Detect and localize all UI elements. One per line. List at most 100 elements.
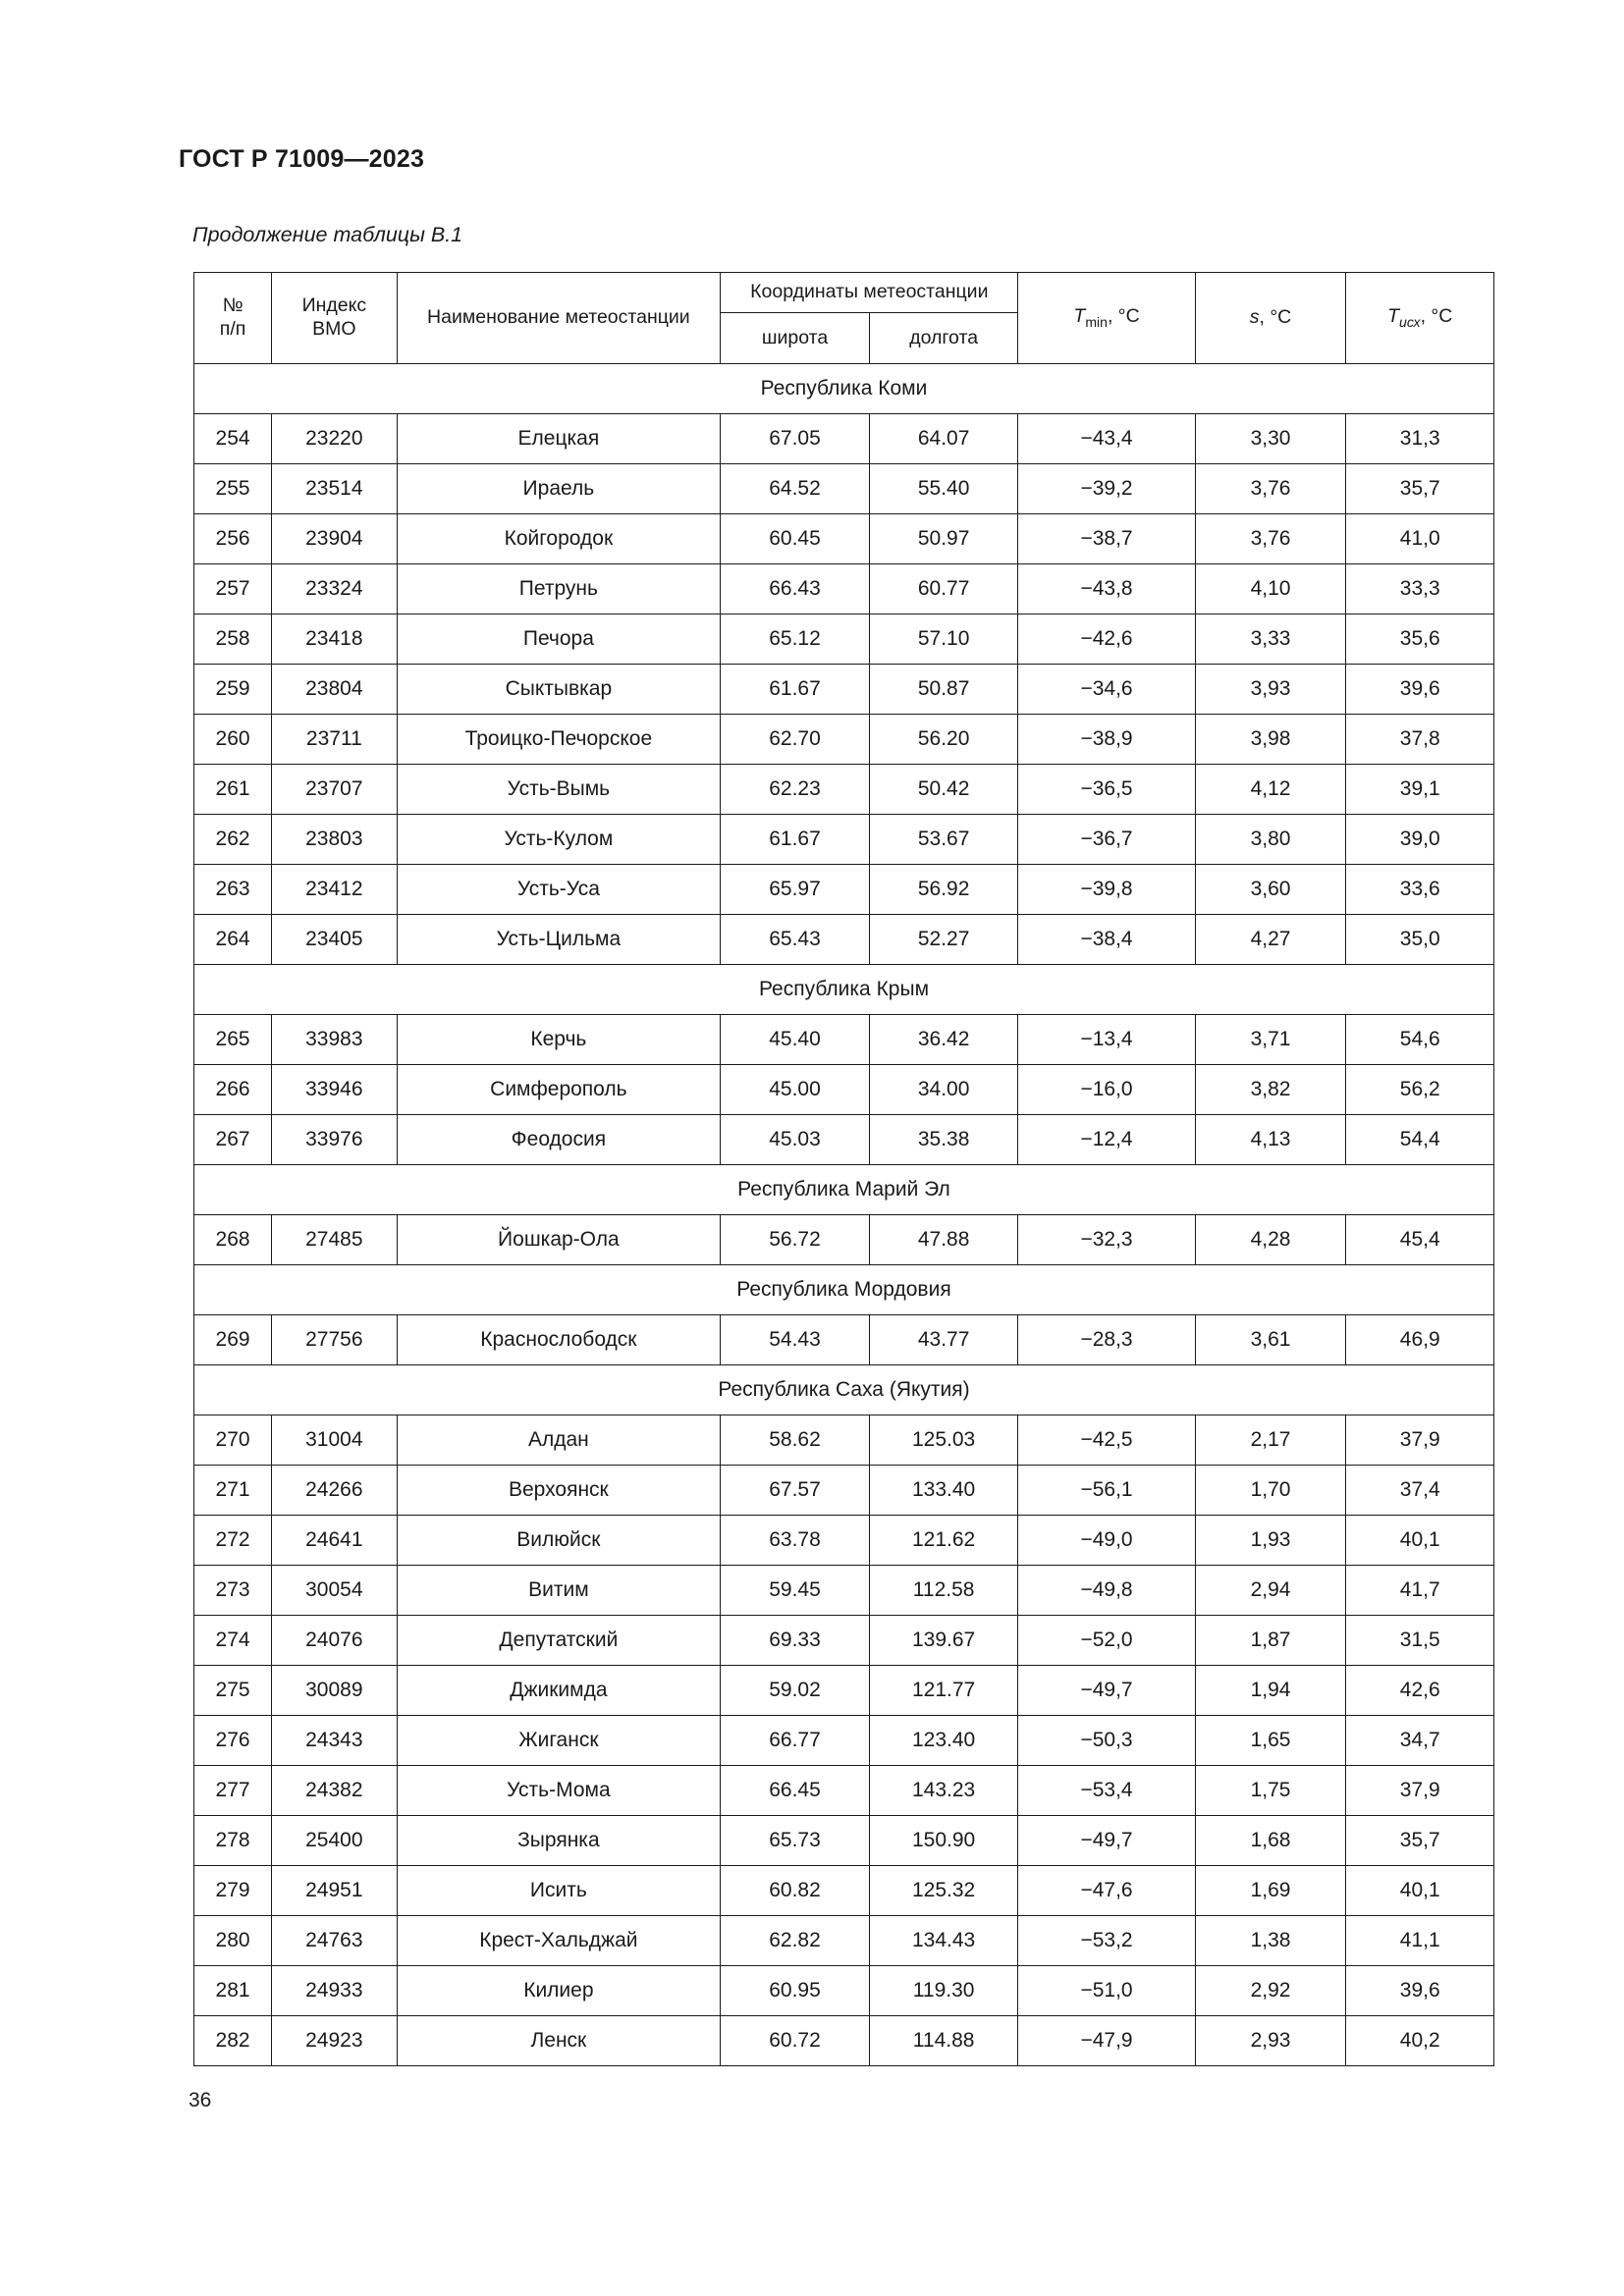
cell-longitude: 150.90 bbox=[868, 1815, 1019, 1866]
column-header-tish: Tисх, °C bbox=[1345, 272, 1494, 364]
cell-number: 261 bbox=[192, 764, 273, 815]
cell-s: 4,27 bbox=[1194, 914, 1347, 965]
cell-latitude: 64.52 bbox=[720, 463, 870, 514]
cell-station-name: Усть-Уса bbox=[396, 864, 722, 915]
cell-station-name: Усть-Кулом bbox=[396, 814, 722, 865]
cell-station-name: Феодосия bbox=[396, 1114, 722, 1165]
region-label: Республика Крым bbox=[193, 964, 1494, 1015]
cell-station-name: Жиганск bbox=[396, 1715, 722, 1766]
column-header-latitude: широта bbox=[720, 312, 870, 364]
cell-tmin: −16,0 bbox=[1017, 1064, 1196, 1115]
cell-number: 270 bbox=[192, 1415, 273, 1466]
cell-number: 275 bbox=[192, 1665, 273, 1716]
cell-latitude: 45.40 bbox=[720, 1014, 870, 1065]
cell-station-name: Крест-Хальджай bbox=[396, 1915, 722, 1966]
cell-s: 1,69 bbox=[1194, 1865, 1347, 1916]
cell-number: 260 bbox=[192, 714, 273, 765]
cell-station-name: Печора bbox=[396, 614, 722, 665]
cell-tish: 34,7 bbox=[1345, 1715, 1494, 1766]
cell-tmin: −51,0 bbox=[1017, 1965, 1196, 2016]
cell-wmo-index: 23220 bbox=[271, 413, 398, 464]
cell-s: 3,76 bbox=[1194, 463, 1347, 514]
cell-latitude: 60.95 bbox=[720, 1965, 870, 2016]
cell-latitude: 62.70 bbox=[720, 714, 870, 765]
region-row: Республика Саха (Якутия) bbox=[193, 1364, 1494, 1415]
cell-tish: 35,7 bbox=[1345, 1815, 1494, 1866]
cell-tish: 40,1 bbox=[1345, 1865, 1494, 1916]
table-row: 264 23405 Усть-Цильма 65.43 52.27 −38,4 4,27 35… bbox=[192, 914, 1494, 965]
cell-longitude: 112.58 bbox=[868, 1565, 1019, 1616]
table-row: 270 31004 Алдан 58.62 125.03 −42,5 2,17 37,9 bbox=[192, 1415, 1494, 1466]
region-row: Республика Коми bbox=[193, 363, 1494, 414]
cell-latitude: 60.45 bbox=[720, 513, 870, 564]
cell-tmin: −47,9 bbox=[1017, 2015, 1196, 2066]
cell-tish: 42,6 bbox=[1345, 1665, 1494, 1716]
cell-latitude: 60.82 bbox=[720, 1865, 870, 1916]
cell-station-name: Исить bbox=[396, 1865, 722, 1916]
cell-number: 277 bbox=[192, 1765, 273, 1816]
cell-tmin: −38,4 bbox=[1017, 914, 1196, 965]
cell-longitude: 34.00 bbox=[868, 1064, 1019, 1115]
tish-symbol: T bbox=[1387, 304, 1400, 327]
table-row: 261 23707 Усть-Вымь 62.23 50.42 −36,5 4,12 39,1 bbox=[192, 764, 1494, 815]
table-row: 268 27485 Йошкар-Ола 56.72 47.88 −32,3 4,28 45,… bbox=[192, 1214, 1494, 1265]
cell-number: 278 bbox=[192, 1815, 273, 1866]
cell-number: 276 bbox=[192, 1715, 273, 1766]
table-header: № п/п Индекс ВМО Наименование метеостанц… bbox=[192, 271, 1494, 364]
cell-tmin: −53,2 bbox=[1017, 1915, 1196, 1966]
table-row: 275 30089 Джикимда 59.02 121.77 −49,7 1,94 42,6 bbox=[192, 1665, 1494, 1716]
cell-tish: 56,2 bbox=[1345, 1064, 1494, 1115]
cell-longitude: 53.67 bbox=[868, 814, 1019, 865]
cell-wmo-index: 23904 bbox=[271, 513, 398, 564]
cell-wmo-index: 24951 bbox=[271, 1865, 398, 1916]
cell-s: 3,82 bbox=[1194, 1064, 1347, 1115]
cell-latitude: 59.02 bbox=[720, 1665, 870, 1716]
cell-latitude: 60.72 bbox=[720, 2015, 870, 2066]
cell-longitude: 52.27 bbox=[868, 914, 1019, 965]
cell-station-name: Зырянка bbox=[396, 1815, 722, 1866]
table-row: 265 33983 Керчь 45.40 36.42 −13,4 3,71 54,6 bbox=[192, 1014, 1494, 1065]
cell-tish: 41,7 bbox=[1345, 1565, 1494, 1616]
table-row: 271 24266 Верхоянск 67.57 133.40 −56,1 1,70 37,… bbox=[192, 1465, 1494, 1516]
cell-tmin: −13,4 bbox=[1017, 1014, 1196, 1065]
cell-tmin: −42,5 bbox=[1017, 1415, 1196, 1466]
cell-station-name: Елецкая bbox=[396, 413, 722, 464]
cell-s: 1,94 bbox=[1194, 1665, 1347, 1716]
cell-tish: 33,6 bbox=[1345, 864, 1494, 915]
cell-station-name: Симферополь bbox=[396, 1064, 722, 1115]
column-header-number-line2: п/п bbox=[219, 318, 246, 340]
cell-latitude: 63.78 bbox=[720, 1515, 870, 1566]
cell-station-name: Сыктывкар bbox=[396, 664, 722, 715]
cell-s: 3,30 bbox=[1194, 413, 1347, 464]
cell-station-name: Усть-Цильма bbox=[396, 914, 722, 965]
cell-s: 4,13 bbox=[1194, 1114, 1347, 1165]
cell-longitude: 56.20 bbox=[868, 714, 1019, 765]
cell-number: 271 bbox=[192, 1465, 273, 1516]
cell-wmo-index: 23412 bbox=[271, 864, 398, 915]
cell-latitude: 69.33 bbox=[720, 1615, 870, 1666]
cell-s: 4,10 bbox=[1194, 563, 1347, 614]
cell-latitude: 65.43 bbox=[720, 914, 870, 965]
cell-longitude: 134.43 bbox=[868, 1915, 1019, 1966]
cell-longitude: 139.67 bbox=[868, 1615, 1019, 1666]
cell-wmo-index: 30089 bbox=[271, 1665, 398, 1716]
cell-tmin: −53,4 bbox=[1017, 1765, 1196, 1816]
cell-tmin: −49,8 bbox=[1017, 1565, 1196, 1616]
cell-tish: 39,1 bbox=[1345, 764, 1494, 815]
table-row: 257 23324 Петрунь 66.43 60.77 −43,8 4,10 33,3 bbox=[192, 563, 1494, 614]
cell-station-name: Килиер bbox=[396, 1965, 722, 2016]
cell-tmin: −28,3 bbox=[1017, 1314, 1196, 1365]
cell-s: 3,80 bbox=[1194, 814, 1347, 865]
cell-s: 4,28 bbox=[1194, 1214, 1347, 1265]
table-row: 266 33946 Симферополь 45.00 34.00 −16,0 3,82 56… bbox=[192, 1064, 1494, 1115]
cell-station-name: Витим bbox=[396, 1565, 722, 1616]
cell-station-name: Троицко-Печорское bbox=[396, 714, 722, 765]
region-label: Республика Мордовия bbox=[193, 1264, 1494, 1315]
cell-latitude: 65.12 bbox=[720, 614, 870, 665]
cell-wmo-index: 24641 bbox=[271, 1515, 398, 1566]
cell-tmin: −49,0 bbox=[1017, 1515, 1196, 1566]
cell-s: 1,38 bbox=[1194, 1915, 1347, 1966]
cell-tish: 46,9 bbox=[1345, 1314, 1494, 1365]
cell-s: 1,87 bbox=[1194, 1615, 1347, 1666]
cell-number: 274 bbox=[192, 1615, 273, 1666]
